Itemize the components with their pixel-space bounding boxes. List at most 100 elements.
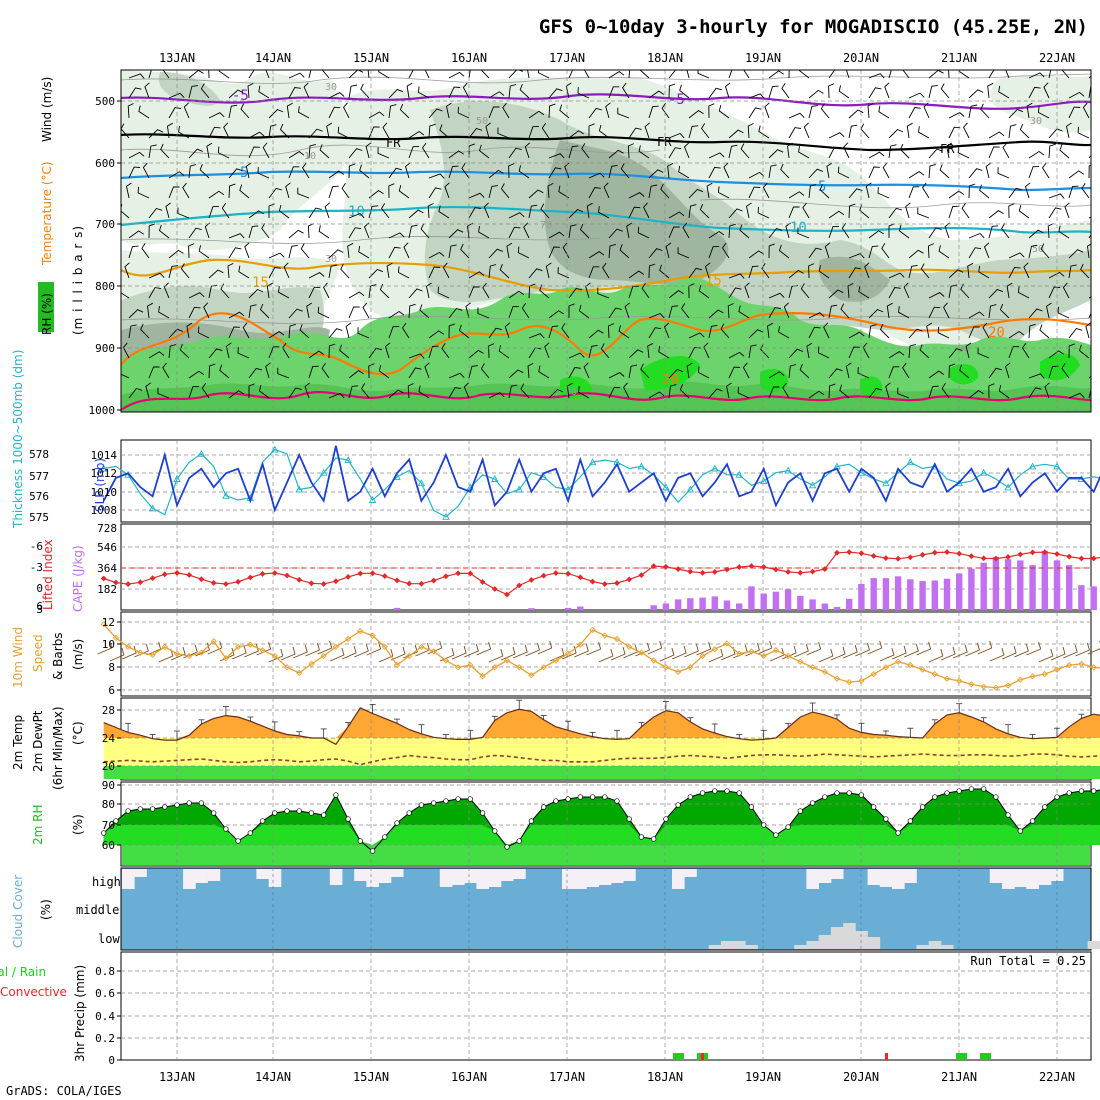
cloud-low-block: [830, 927, 844, 949]
rh2-marker: [321, 812, 327, 818]
wind10-barb: [1087, 640, 1100, 655]
wind-barb: [427, 203, 434, 219]
wind-barb: [701, 123, 710, 139]
temperature-isotherms: [121, 93, 1091, 411]
rh2-marker: [101, 830, 107, 836]
lifted-marker: [540, 572, 547, 579]
wind-barb: [708, 388, 723, 399]
wind-barb: [1068, 185, 1079, 199]
cloud-low-block: [916, 945, 929, 949]
wind-barb: [1028, 373, 1045, 379]
wind-barb: [902, 70, 910, 79]
thickness-line: [103, 448, 1100, 518]
label-5-a: 5: [240, 165, 248, 181]
lifted-marker: [858, 550, 865, 557]
cloud-high-block: [329, 869, 343, 885]
wind-barb: [828, 383, 836, 399]
label-rh90-a: 90: [565, 387, 577, 398]
wind-barb: [725, 382, 732, 399]
wind10-barb: [170, 646, 186, 661]
upper-air-panel: -5 -5 FR FR FR 5 5 10 10 15 15 20 20 30 …: [38, 69, 1092, 417]
wind10-marker: [1029, 673, 1036, 680]
wind10-marker: [968, 681, 975, 688]
wind10-marker: [234, 643, 242, 651]
wind-barb: [797, 227, 810, 239]
wind-barb: [308, 70, 312, 79]
wind-barb: [1021, 342, 1030, 359]
wind-barb: [408, 209, 424, 219]
wind-barb: [679, 383, 690, 399]
wind10-barb: [525, 642, 540, 657]
lifted-marker: [821, 566, 828, 573]
wind-barb: [468, 349, 484, 359]
wind-barb: [228, 326, 240, 339]
wind10-marker: [528, 672, 535, 679]
wind-barb: [588, 266, 600, 279]
wind-barb: [988, 146, 1000, 159]
wind-barb: [458, 324, 470, 339]
top-date-label: 14JAN: [255, 51, 291, 65]
wind-barb: [788, 191, 805, 199]
wind-barb: [488, 91, 505, 99]
wind10-barb: [891, 645, 907, 660]
wind-barb: [201, 382, 210, 399]
wind-barb: [620, 163, 630, 179]
wind-barb: [568, 224, 577, 239]
wind-barb: [598, 124, 610, 139]
wind-barb: [928, 84, 938, 99]
wind-barb: [247, 82, 254, 99]
wind-barb: [428, 108, 443, 119]
wind-barb: [965, 342, 972, 359]
wind-barb: [378, 364, 390, 379]
wind-barb: [740, 143, 750, 159]
wind-barb: [1043, 82, 1050, 99]
wind10-barb: [1026, 641, 1042, 656]
wind-barb: [1004, 362, 1011, 379]
wind-barb: [478, 226, 490, 239]
wind-barb: [368, 363, 375, 379]
wind-barb: [148, 129, 164, 139]
wind-barb: [960, 283, 970, 299]
wind-barb: [145, 382, 151, 399]
wind-barb: [1048, 70, 1052, 79]
lifted-marker: [1005, 554, 1012, 560]
wind-barb: [808, 326, 821, 339]
rh2-unit: (%): [71, 814, 85, 835]
wind-barb: [360, 83, 370, 99]
temp2-label-c: (6hr Min/Max): [51, 707, 65, 791]
wind10-marker: [1066, 661, 1073, 669]
wind10-barb: [1050, 646, 1066, 661]
slp-tick-label: 1008: [91, 504, 118, 517]
wind10-marker: [613, 635, 621, 643]
cape-bar: [1004, 559, 1012, 610]
wind-barb: [768, 371, 785, 379]
wind10-ticks: 12 10 8 6: [102, 616, 121, 697]
wind-barb: [128, 309, 144, 319]
wind10-barb: [1001, 645, 1017, 660]
rh2-marker: [712, 788, 718, 794]
wind-barb: [499, 264, 510, 279]
wind-barb: [348, 70, 364, 79]
lifted-marker: [699, 569, 706, 576]
wind-barb: [1039, 324, 1050, 339]
wind-barb: [188, 370, 205, 379]
wind10-barb: [867, 640, 883, 655]
wind10-barb: [610, 646, 626, 661]
wind-barb: [162, 362, 170, 379]
wind-barb: [398, 184, 410, 199]
wind-barb: [948, 269, 964, 279]
wind-barb: [288, 166, 300, 179]
wind-barb: [668, 132, 685, 139]
wind-barb: [968, 232, 985, 239]
cloud-high-block: [390, 869, 404, 877]
wind-barb: [147, 302, 154, 319]
wind-barb: [748, 265, 759, 279]
wind-barb: [908, 171, 925, 179]
wind-barb: [1068, 91, 1085, 99]
wind-barb: [148, 223, 155, 239]
wind-barb: [808, 247, 822, 259]
wind-barb: [288, 244, 298, 259]
wind-barb: [608, 86, 620, 99]
cape-bar: [650, 605, 657, 610]
